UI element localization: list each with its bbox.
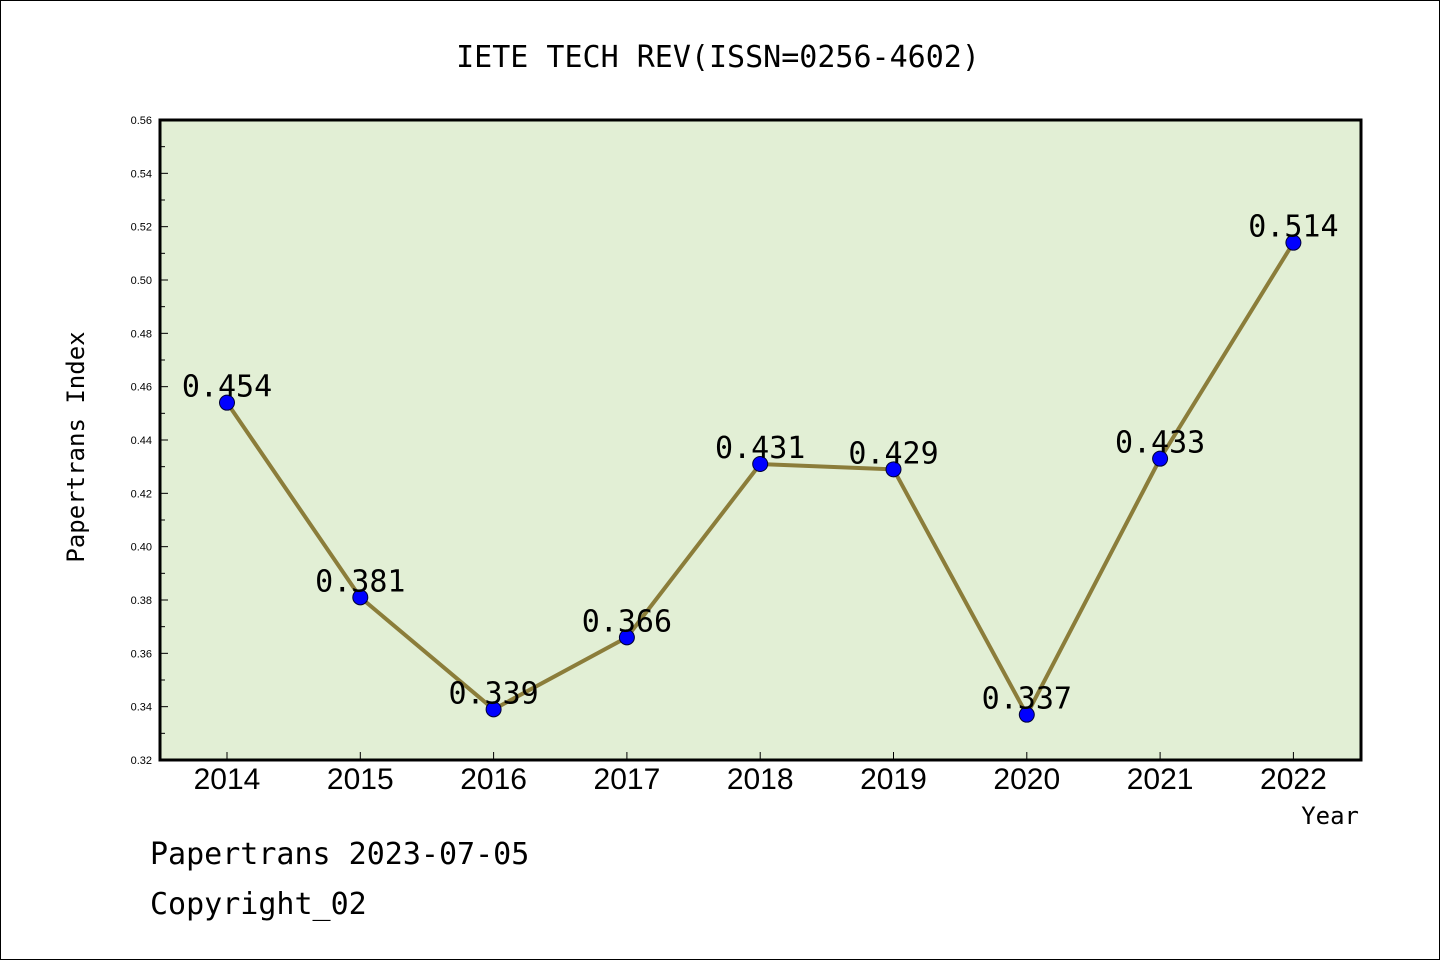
x-tick-label: 2022	[1260, 763, 1327, 796]
data-label: 0.433	[1115, 426, 1205, 461]
x-tick-label: 2018	[727, 763, 794, 796]
data-point	[1018, 706, 1035, 723]
y-tick-label: 0.38	[131, 595, 152, 607]
data-label: 0.431	[715, 431, 805, 466]
data-label: 0.337	[982, 682, 1072, 717]
x-axis: 2014 2015 2016 2017 2018 2019 2020 2021 2022	[194, 752, 1327, 796]
plot-area	[158, 118, 1363, 762]
footer-date: Papertrans 2023-07-05	[150, 837, 529, 872]
data-point	[219, 394, 235, 411]
y-tick-label: 0.52	[131, 222, 152, 234]
x-tick-label: 2015	[327, 763, 394, 796]
x-tick-label: 2016	[460, 763, 527, 796]
x-tick-label: 2019	[860, 763, 927, 796]
y-tick-label: 0.40	[131, 542, 152, 554]
x-tick-label: 2017	[594, 763, 661, 796]
x-tick-label: 2014	[194, 763, 261, 796]
data-label-layer: 0.454 0.381 0.339 0.366 0.431 0.429 0.337 0.433…	[182, 210, 1339, 717]
series-layer	[219, 234, 1302, 723]
x-axis-label: Year	[1301, 802, 1359, 830]
y-tick-label: 0.50	[131, 275, 152, 287]
data-point	[485, 701, 502, 718]
x-tick-label: 2020	[993, 763, 1060, 796]
y-axis: 0.32 0.34 0.36 0.38 0.40 0.42 0.44 0.46 0.48 0.50…	[131, 115, 168, 767]
data-label: 0.429	[848, 436, 938, 471]
data-point	[752, 456, 769, 472]
y-tick-label: 0.46	[131, 382, 152, 394]
data-point	[885, 461, 902, 478]
x-tick-label: 2021	[1127, 763, 1194, 796]
y-tick-label: 0.56	[131, 115, 152, 127]
y-tick-label: 0.42	[131, 488, 152, 500]
footer-copyright: Copyright_02	[150, 887, 367, 922]
y-tick-label: 0.44	[131, 435, 152, 447]
y-tick-label: 0.54	[131, 168, 152, 180]
data-point	[1152, 450, 1169, 467]
data-point	[1285, 234, 1302, 251]
data-point	[352, 589, 369, 606]
y-tick-label: 0.32	[131, 755, 152, 767]
data-label: 0.381	[315, 564, 405, 599]
data-point	[618, 629, 635, 646]
data-label: 0.454	[182, 370, 272, 405]
data-label: 0.366	[582, 604, 672, 639]
data-label: 0.514	[1248, 210, 1338, 245]
y-tick-label: 0.48	[131, 328, 152, 340]
y-tick-label: 0.36	[131, 648, 152, 660]
y-axis-label: Papertrans Index	[62, 331, 90, 562]
data-label: 0.339	[448, 676, 538, 711]
chart-title: IETE TECH REV(ISSN=0256-4602)	[456, 40, 980, 75]
y-tick-label: 0.34	[131, 702, 152, 714]
